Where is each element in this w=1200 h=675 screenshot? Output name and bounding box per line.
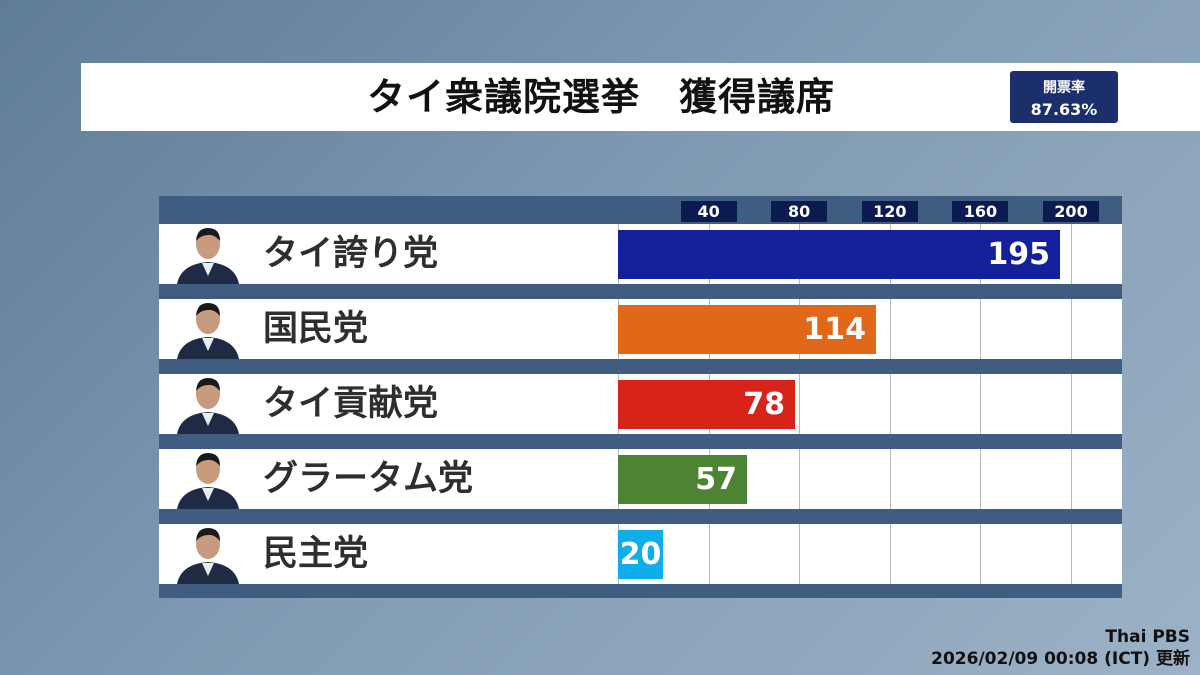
gridline bbox=[799, 374, 800, 434]
seat-bar bbox=[618, 530, 663, 579]
seat-bar bbox=[618, 230, 1060, 279]
chart-title: タイ衆議院選挙 獲得議席 bbox=[366, 75, 835, 119]
axis-tick-160: 160 bbox=[952, 201, 1009, 222]
counting-rate-badge: 開票率 87.63% bbox=[1010, 71, 1118, 123]
axis-tick-80: 80 bbox=[771, 201, 828, 222]
gridline bbox=[1071, 524, 1072, 584]
counting-rate-value: 87.63% bbox=[1030, 100, 1098, 119]
leader-portrait bbox=[177, 528, 239, 584]
updated-timestamp: 2026/02/09 00:08 (ICT) 更新 bbox=[931, 649, 1190, 669]
gridline bbox=[1071, 449, 1072, 509]
leader-portrait bbox=[177, 378, 239, 434]
gridline bbox=[980, 299, 981, 359]
axis-tick-120: 120 bbox=[861, 201, 918, 222]
seat-value-label: 78 bbox=[743, 387, 785, 422]
party-row: 国民党 114 bbox=[159, 299, 1122, 359]
gridline bbox=[890, 524, 891, 584]
party-name-label: タイ貢献党 bbox=[263, 384, 439, 424]
seat-bar bbox=[618, 380, 795, 429]
party-name-label: グラータム党 bbox=[263, 459, 474, 499]
seat-value-label: 20 bbox=[619, 537, 662, 572]
gridline bbox=[1071, 224, 1072, 284]
leader-portrait bbox=[177, 303, 239, 359]
gridline bbox=[1071, 374, 1072, 434]
party-row: タイ誇り党 195 bbox=[159, 224, 1122, 284]
gridline bbox=[890, 299, 891, 359]
seat-bar bbox=[618, 455, 747, 504]
gridline bbox=[1071, 299, 1072, 359]
seat-value-label: 114 bbox=[803, 312, 866, 347]
party-name-label: 民主党 bbox=[263, 534, 369, 574]
party-name-label: 国民党 bbox=[263, 309, 369, 349]
title-bar: タイ衆議院選挙 獲得議席 開票率 87.63% bbox=[81, 63, 1200, 131]
gridline bbox=[890, 449, 891, 509]
gridline bbox=[980, 374, 981, 434]
axis-tick-200: 200 bbox=[1043, 201, 1099, 222]
party-row: 民主党 20 bbox=[159, 524, 1122, 584]
seat-chart-panel: 40 80 120 160 200 タイ誇り党 195 国民党 114 タイ貢献党 78 グラータム党… bbox=[159, 196, 1122, 598]
counting-rate-label: 開票率 bbox=[1043, 80, 1085, 96]
party-name-label: タイ誇り党 bbox=[263, 234, 439, 274]
axis-tick-40: 40 bbox=[680, 201, 737, 222]
gridline bbox=[709, 524, 710, 584]
footer: Thai PBS 2026/02/09 00:08 (ICT) 更新 bbox=[931, 626, 1190, 670]
gridline bbox=[980, 524, 981, 584]
leader-portrait bbox=[177, 228, 239, 284]
party-row: タイ貢献党 78 bbox=[159, 374, 1122, 434]
gridline bbox=[890, 374, 891, 434]
leader-portrait bbox=[177, 453, 239, 509]
seat-value-label: 57 bbox=[695, 462, 737, 497]
seat-value-label: 195 bbox=[987, 237, 1050, 272]
source-label: Thai PBS bbox=[1105, 627, 1190, 647]
gridline bbox=[980, 449, 981, 509]
gridline bbox=[799, 449, 800, 509]
gridline bbox=[799, 524, 800, 584]
party-row: グラータム党 57 bbox=[159, 449, 1122, 509]
seat-bar bbox=[618, 305, 876, 354]
